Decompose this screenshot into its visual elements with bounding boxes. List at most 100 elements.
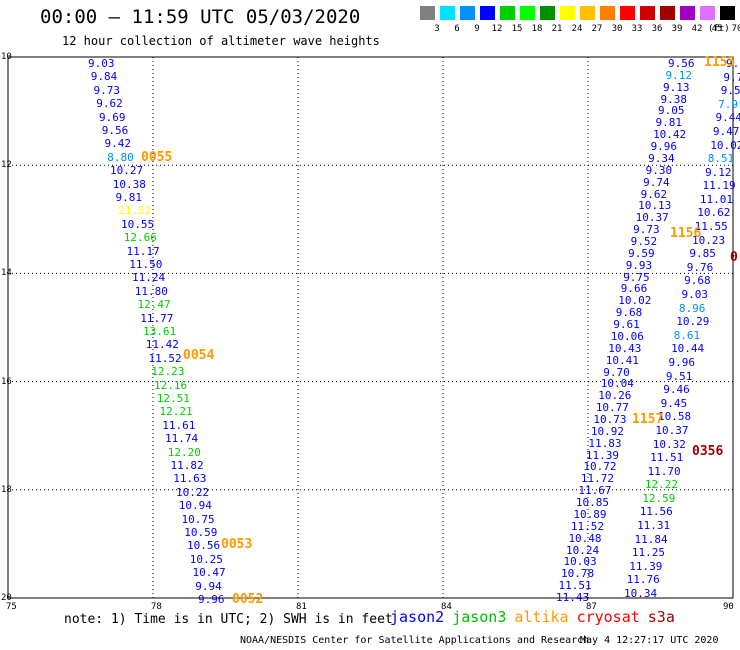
wave-height-value: 9.03 [681,288,709,302]
wave-height-value: 12.22 [644,478,679,492]
latitude-tick-label: 18 [1,484,12,495]
units-note: note: 1) Time is in UTC; 2) SWH is in fe… [64,612,393,627]
latitude-tick-label: 16 [1,376,12,387]
scale-swatch [460,6,475,20]
scale-unit: (ft) [708,24,730,34]
wave-height-value: 11.72 [580,472,614,486]
wave-height-value: 11.74 [165,432,199,446]
map-title: 00:00 – 11:59 UTC 05/03/2020 [40,6,361,28]
wave-height-value: 21.52 [118,204,152,218]
scale-label: 9 [474,24,480,34]
latitude-tick-label: 12 [1,160,12,171]
scale-label: 21 [551,24,563,34]
wave-height-value: 12.23 [151,365,185,379]
wave-height-value: 10.41 [605,353,639,367]
pass-time-label: 0053 [221,537,253,552]
map-frame [7,56,734,599]
wave-height-value: 10.38 [112,177,146,191]
scale-label: 18 [531,24,543,34]
wave-height-value: 9.96 [668,355,695,369]
latitude-tick-label: 20 [1,593,12,603]
legend-entry: jason2 [390,608,445,626]
wave-height-value: 9.42 [104,137,132,151]
wave-height-value: 10.44 [671,342,705,356]
map-subtitle: 12 hour collection of altimeter wave hei… [62,34,380,48]
wave-height-value: 8.61 [673,328,701,342]
wave-height-value: 11.39 [585,448,619,462]
wave-height-value: 10.02 [618,294,652,308]
scale-swatch [480,6,495,20]
footer-credit: NOAA/NESDIS Center for Satellite Applica… [240,635,590,646]
scale-label: 6 [454,24,460,34]
wave-height-value: 11.24 [132,271,166,285]
legend-entry: jason3 [452,608,507,626]
scale-label: 42 [691,24,703,34]
wave-height-value: 9.12 [705,165,732,179]
wave-height-value: 12.59 [642,491,676,505]
longitude-tick-label: 81 [296,602,307,612]
wave-height-value: 11.84 [634,532,668,546]
wave-height-value: 9.74 [643,175,670,189]
wave-height-value: 10.62 [697,206,731,220]
wave-height-value: 10.06 [610,329,644,343]
pass-time-label: 1156 [670,226,702,241]
wave-height-value: 10.73 [593,413,627,426]
wave-height-value: 11.50 [129,258,163,271]
wave-height-value: 9.73 [633,223,660,237]
wave-height-value: 11.61 [162,418,196,432]
wave-height-value: 11.25 [631,546,665,560]
wave-height-value: 9.13 [663,80,690,94]
wave-height-value: 9.96 [198,593,225,606]
longitude-tick-label: 84 [441,602,452,612]
wave-height-value: 9.47 [712,124,740,138]
scale-swatch [540,6,555,20]
wave-height-value: 10.78 [560,567,595,581]
wave-height-value: 11.76 [626,573,660,587]
pass-time-label: 1155 [704,55,736,70]
wave-height-value: 10.55 [121,217,155,231]
scale-swatch [620,6,635,20]
wave-height-value: 11.70 [647,464,681,478]
wave-height-value: 10.42 [653,128,687,142]
longitude-tick-label: 75 [6,602,17,612]
wave-height-value: 11.17 [126,244,160,258]
satellite-legend: jason2 jason3 altika cryosat s3a [390,608,683,626]
wave-height-value: 11.52 [570,519,605,533]
scale-swatch [700,6,715,20]
wave-height-value: 9.52 [630,235,658,248]
wave-height-value: 11.43 [556,591,590,604]
wave-height-value: 10.85 [575,496,610,510]
wave-height-value: 11.51 [558,579,592,593]
scale-swatch [640,6,655,20]
wave-height-value: 9.68 [615,306,643,320]
scale-label: 15 [511,24,523,34]
wave-height-value: 9.94 [195,579,222,593]
scale-swatch [500,6,515,20]
scale-swatch [440,6,455,20]
wave-height-value: 11.55 [694,220,728,234]
wave-height-value: 10.59 [184,526,218,539]
pass-time-label: 0055 [141,150,173,165]
wave-height-value: 10.34 [624,587,658,600]
wave-height-value: 9.81 [655,116,683,130]
pass-time-label: 0054 [183,348,215,363]
wave-height-value: 10.72 [583,460,617,474]
wave-height-value: 10.25 [189,552,223,566]
wave-height-value: 9.46 [663,383,690,397]
wave-height-value: 9.59 [628,246,655,260]
wave-height-value: 9.50 [726,57,740,70]
wave-height-value: 10.47 [192,566,226,580]
wave-height-value: 11.31 [637,519,671,533]
wave-height-value: 11.39 [629,559,663,573]
wave-height-value: 9.66 [620,282,648,296]
scale-label: 70 [731,24,740,34]
footer-timestamp: May 4 12:27:17 UTC 2020 [580,635,719,646]
wave-height-value: 10.92 [590,424,624,438]
wave-height-value: 11.82 [170,459,204,472]
wave-height-value: 11.42 [145,338,179,352]
wave-height-value: 9.51 [665,369,693,383]
wave-height-value: 10.02 [710,138,740,152]
wave-height-value: 11.67 [578,484,612,498]
scale-swatch [720,6,735,20]
